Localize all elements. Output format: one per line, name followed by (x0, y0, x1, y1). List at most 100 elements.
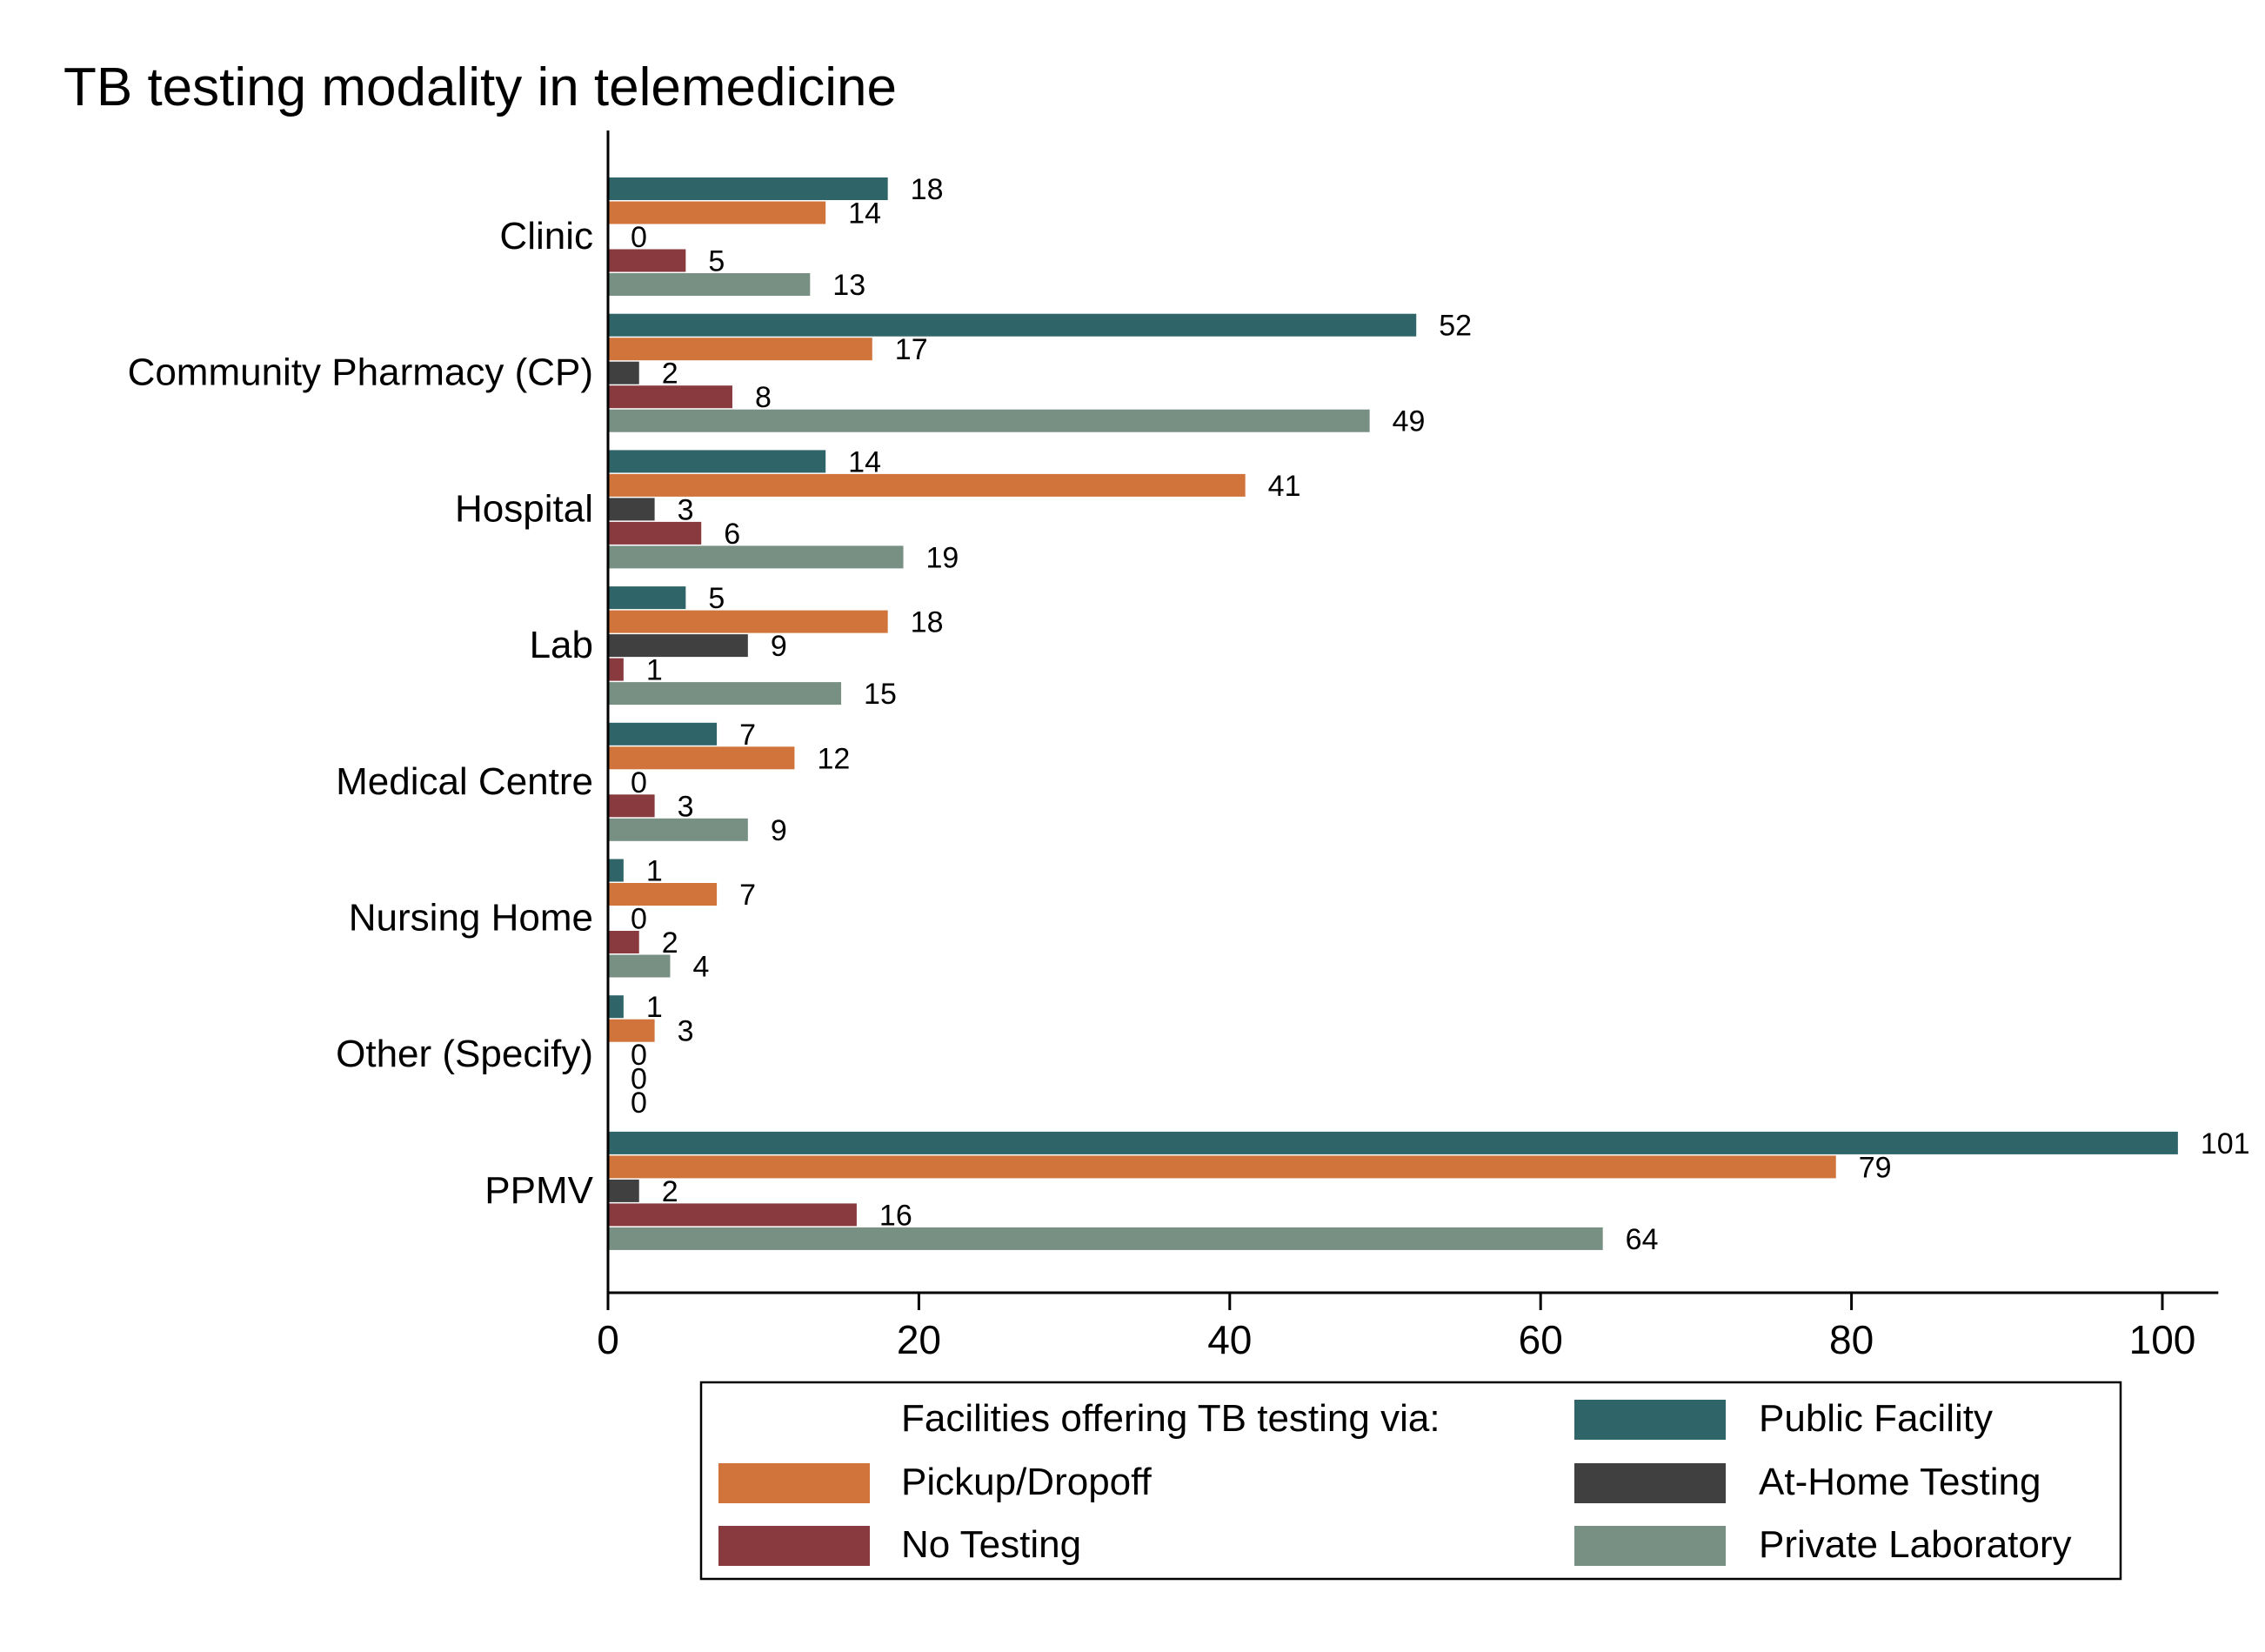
data-label-nursing-home-no-testing: 2 (662, 926, 678, 960)
data-label-community-pharmacy-cp-at-home-testing: 2 (662, 358, 678, 391)
data-label-hospital-at-home-testing: 3 (678, 493, 694, 526)
bar-medical-centre-public-facility (608, 722, 718, 746)
data-label-medical-centre-private-laboratory: 9 (771, 814, 787, 847)
data-label-other-specify-at-home-testing: 0 (631, 1039, 647, 1072)
bar-hospital-public-facility (608, 450, 826, 473)
data-label-nursing-home-public-facility: 1 (646, 855, 663, 888)
data-label-hospital-public-facility: 14 (848, 445, 881, 478)
bar-lab-no-testing (608, 658, 624, 681)
data-label-community-pharmacy-cp-pickup-dropoff: 17 (895, 333, 928, 366)
data-label-clinic-public-facility: 18 (911, 173, 944, 206)
bar-nursing-home-pickup-dropoff (608, 883, 718, 906)
bar-ppmv-public-facility (608, 1131, 2178, 1154)
data-label-medical-centre-at-home-testing: 0 (631, 766, 647, 799)
bar-ppmv-pickup-dropoff (608, 1155, 1836, 1179)
bar-ppmv-no-testing (608, 1203, 857, 1227)
data-label-lab-at-home-testing: 9 (771, 630, 787, 663)
data-label-lab-private-laboratory: 15 (864, 678, 897, 711)
data-label-nursing-home-pickup-dropoff: 7 (739, 879, 756, 912)
legend-swatch-at-home-testing (1574, 1463, 1726, 1503)
bar-lab-pickup-dropoff (608, 610, 888, 633)
legend-swatch-public-facility (1574, 1400, 1726, 1440)
x-tick-label-100: 100 (2129, 1317, 2196, 1362)
legend-label-private-laboratory: Private Laboratory (1759, 1523, 2072, 1566)
bar-community-pharmacy-cp-at-home-testing (608, 361, 639, 385)
bar-hospital-at-home-testing (608, 498, 655, 521)
legend-swatch-pickup-dropoff (718, 1463, 870, 1503)
data-label-clinic-no-testing: 5 (708, 245, 725, 278)
category-label-other-specify: Other (Specify) (336, 1033, 593, 1075)
data-label-other-specify-no-testing: 0 (631, 1063, 647, 1096)
data-label-hospital-private-laboratory: 19 (926, 541, 959, 574)
data-label-ppmv-at-home-testing: 2 (662, 1175, 678, 1208)
bar-hospital-pickup-dropoff (608, 473, 1246, 497)
legend-swatch-no-testing (718, 1526, 870, 1566)
bar-other-specify-public-facility (608, 995, 624, 1019)
legend-title: Facilities offering TB testing via: (901, 1397, 1440, 1440)
bar-medical-centre-private-laboratory (608, 818, 748, 841)
data-label-community-pharmacy-cp-no-testing: 8 (755, 381, 772, 414)
legend-label-public-facility: Public Facility (1759, 1397, 1993, 1440)
data-label-lab-public-facility: 5 (708, 582, 725, 615)
legend-swatch-private-laboratory (1574, 1526, 1726, 1566)
category-label-ppmv: PPMV (484, 1169, 593, 1212)
bar-community-pharmacy-cp-public-facility (608, 313, 1417, 337)
data-label-other-specify-pickup-dropoff: 3 (678, 1015, 694, 1048)
data-label-clinic-at-home-testing: 0 (631, 221, 647, 254)
data-label-nursing-home-private-laboratory: 4 (692, 951, 709, 984)
data-label-hospital-no-testing: 6 (724, 518, 740, 551)
bar-clinic-private-laboratory (608, 273, 811, 296)
data-label-community-pharmacy-cp-public-facility: 52 (1439, 310, 1472, 343)
data-label-other-specify-private-laboratory: 0 (631, 1087, 647, 1120)
data-label-clinic-private-laboratory: 13 (832, 269, 865, 302)
chart-title: TB testing modality in telemedicine (63, 57, 897, 117)
category-label-medical-centre: Medical Centre (336, 760, 593, 803)
legend: Facilities offering TB testing via: Publi… (699, 1381, 2122, 1581)
data-label-clinic-pickup-dropoff: 14 (848, 197, 881, 231)
bar-hospital-private-laboratory (608, 545, 904, 569)
data-label-medical-centre-no-testing: 3 (678, 790, 694, 823)
category-label-community-pharmacy-cp: Community Pharmacy (CP) (128, 351, 593, 394)
x-tick-label-20: 20 (897, 1317, 941, 1362)
data-label-hospital-pickup-dropoff: 41 (1268, 470, 1301, 503)
data-label-medical-centre-public-facility: 7 (739, 719, 756, 752)
data-label-ppmv-public-facility: 101 (2201, 1127, 2250, 1160)
bar-ppmv-at-home-testing (608, 1179, 639, 1202)
category-label-lab: Lab (530, 624, 593, 666)
data-label-ppmv-pickup-dropoff: 79 (1859, 1151, 1892, 1184)
data-label-ppmv-private-laboratory: 64 (1626, 1223, 1659, 1256)
x-tick-label-40: 40 (1207, 1317, 1252, 1362)
bar-ppmv-private-laboratory (608, 1227, 1603, 1250)
bar-clinic-no-testing (608, 249, 686, 272)
data-label-other-specify-public-facility: 1 (646, 991, 663, 1024)
bar-clinic-public-facility (608, 177, 888, 200)
data-label-lab-no-testing: 1 (646, 654, 663, 687)
legend-box (699, 1381, 2122, 1581)
category-label-clinic: Clinic (499, 215, 593, 257)
bar-nursing-home-public-facility (608, 859, 624, 882)
legend-label-at-home-testing: At-Home Testing (1759, 1461, 2041, 1503)
bar-medical-centre-no-testing (608, 794, 655, 818)
bar-hospital-no-testing (608, 521, 702, 545)
data-label-community-pharmacy-cp-private-laboratory: 49 (1393, 405, 1426, 438)
x-tick-label-60: 60 (1519, 1317, 1563, 1362)
bar-clinic-pickup-dropoff (608, 201, 826, 224)
bar-community-pharmacy-cp-no-testing (608, 385, 732, 409)
bar-lab-at-home-testing (608, 634, 748, 658)
bar-community-pharmacy-cp-pickup-dropoff (608, 338, 872, 361)
bar-medical-centre-pickup-dropoff (608, 746, 795, 770)
bar-lab-private-laboratory (608, 682, 842, 706)
category-label-nursing-home: Nursing Home (349, 897, 593, 940)
data-label-lab-pickup-dropoff: 18 (911, 606, 944, 639)
bar-nursing-home-private-laboratory (608, 954, 671, 978)
bar-lab-public-facility (608, 586, 686, 610)
bar-nursing-home-no-testing (608, 931, 639, 953)
category-label-hospital: Hospital (455, 487, 593, 530)
data-label-medical-centre-pickup-dropoff: 12 (817, 742, 850, 775)
legend-label-no-testing: No Testing (901, 1523, 1081, 1566)
data-label-nursing-home-at-home-testing: 0 (631, 903, 647, 936)
bar-other-specify-pickup-dropoff (608, 1019, 655, 1042)
